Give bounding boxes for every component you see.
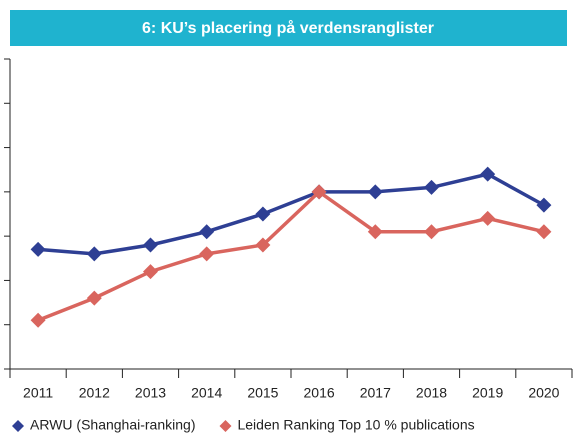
data-point: [367, 184, 383, 200]
data-point: [86, 290, 102, 306]
chart-title: 6: KU’s placering på verdensranglister: [142, 19, 434, 37]
legend-marker: [12, 420, 24, 432]
x-tick-label: 2012: [79, 385, 110, 401]
x-tick-label: 2018: [416, 385, 447, 401]
data-point: [143, 264, 158, 280]
x-tick-label: 2020: [528, 385, 559, 401]
data-point: [480, 210, 496, 226]
series-line: [37, 172, 545, 256]
data-point: [536, 197, 552, 213]
x-tick-label: 2019: [472, 385, 503, 401]
legend-label: Leiden Ranking Top 10 % publications: [237, 417, 474, 433]
legend-label: ARWU (Shanghai-ranking): [30, 417, 195, 433]
data-point: [86, 246, 102, 262]
data-point: [255, 206, 271, 222]
series-line: [37, 189, 545, 322]
x-tick-label: 2014: [191, 385, 222, 401]
data-point: [424, 179, 439, 195]
data-point: [536, 224, 552, 240]
x-tick-label: 2013: [135, 385, 166, 401]
data-point: [199, 246, 215, 262]
x-tick-label: 2017: [360, 385, 391, 401]
title-banner: [10, 10, 567, 46]
data-point: [143, 237, 158, 253]
x-tick-label: 2011: [23, 385, 53, 401]
data-point: [199, 224, 215, 240]
x-tick-label: 2015: [247, 385, 278, 401]
data-point: [367, 224, 383, 240]
data-point: [30, 312, 46, 328]
x-tick-label: 2016: [304, 385, 335, 401]
data-point: [424, 224, 439, 240]
legend-marker: [219, 420, 232, 432]
data-point: [30, 241, 46, 257]
data-point: [311, 184, 327, 200]
data-point: [480, 166, 496, 182]
data-point: [255, 237, 271, 253]
